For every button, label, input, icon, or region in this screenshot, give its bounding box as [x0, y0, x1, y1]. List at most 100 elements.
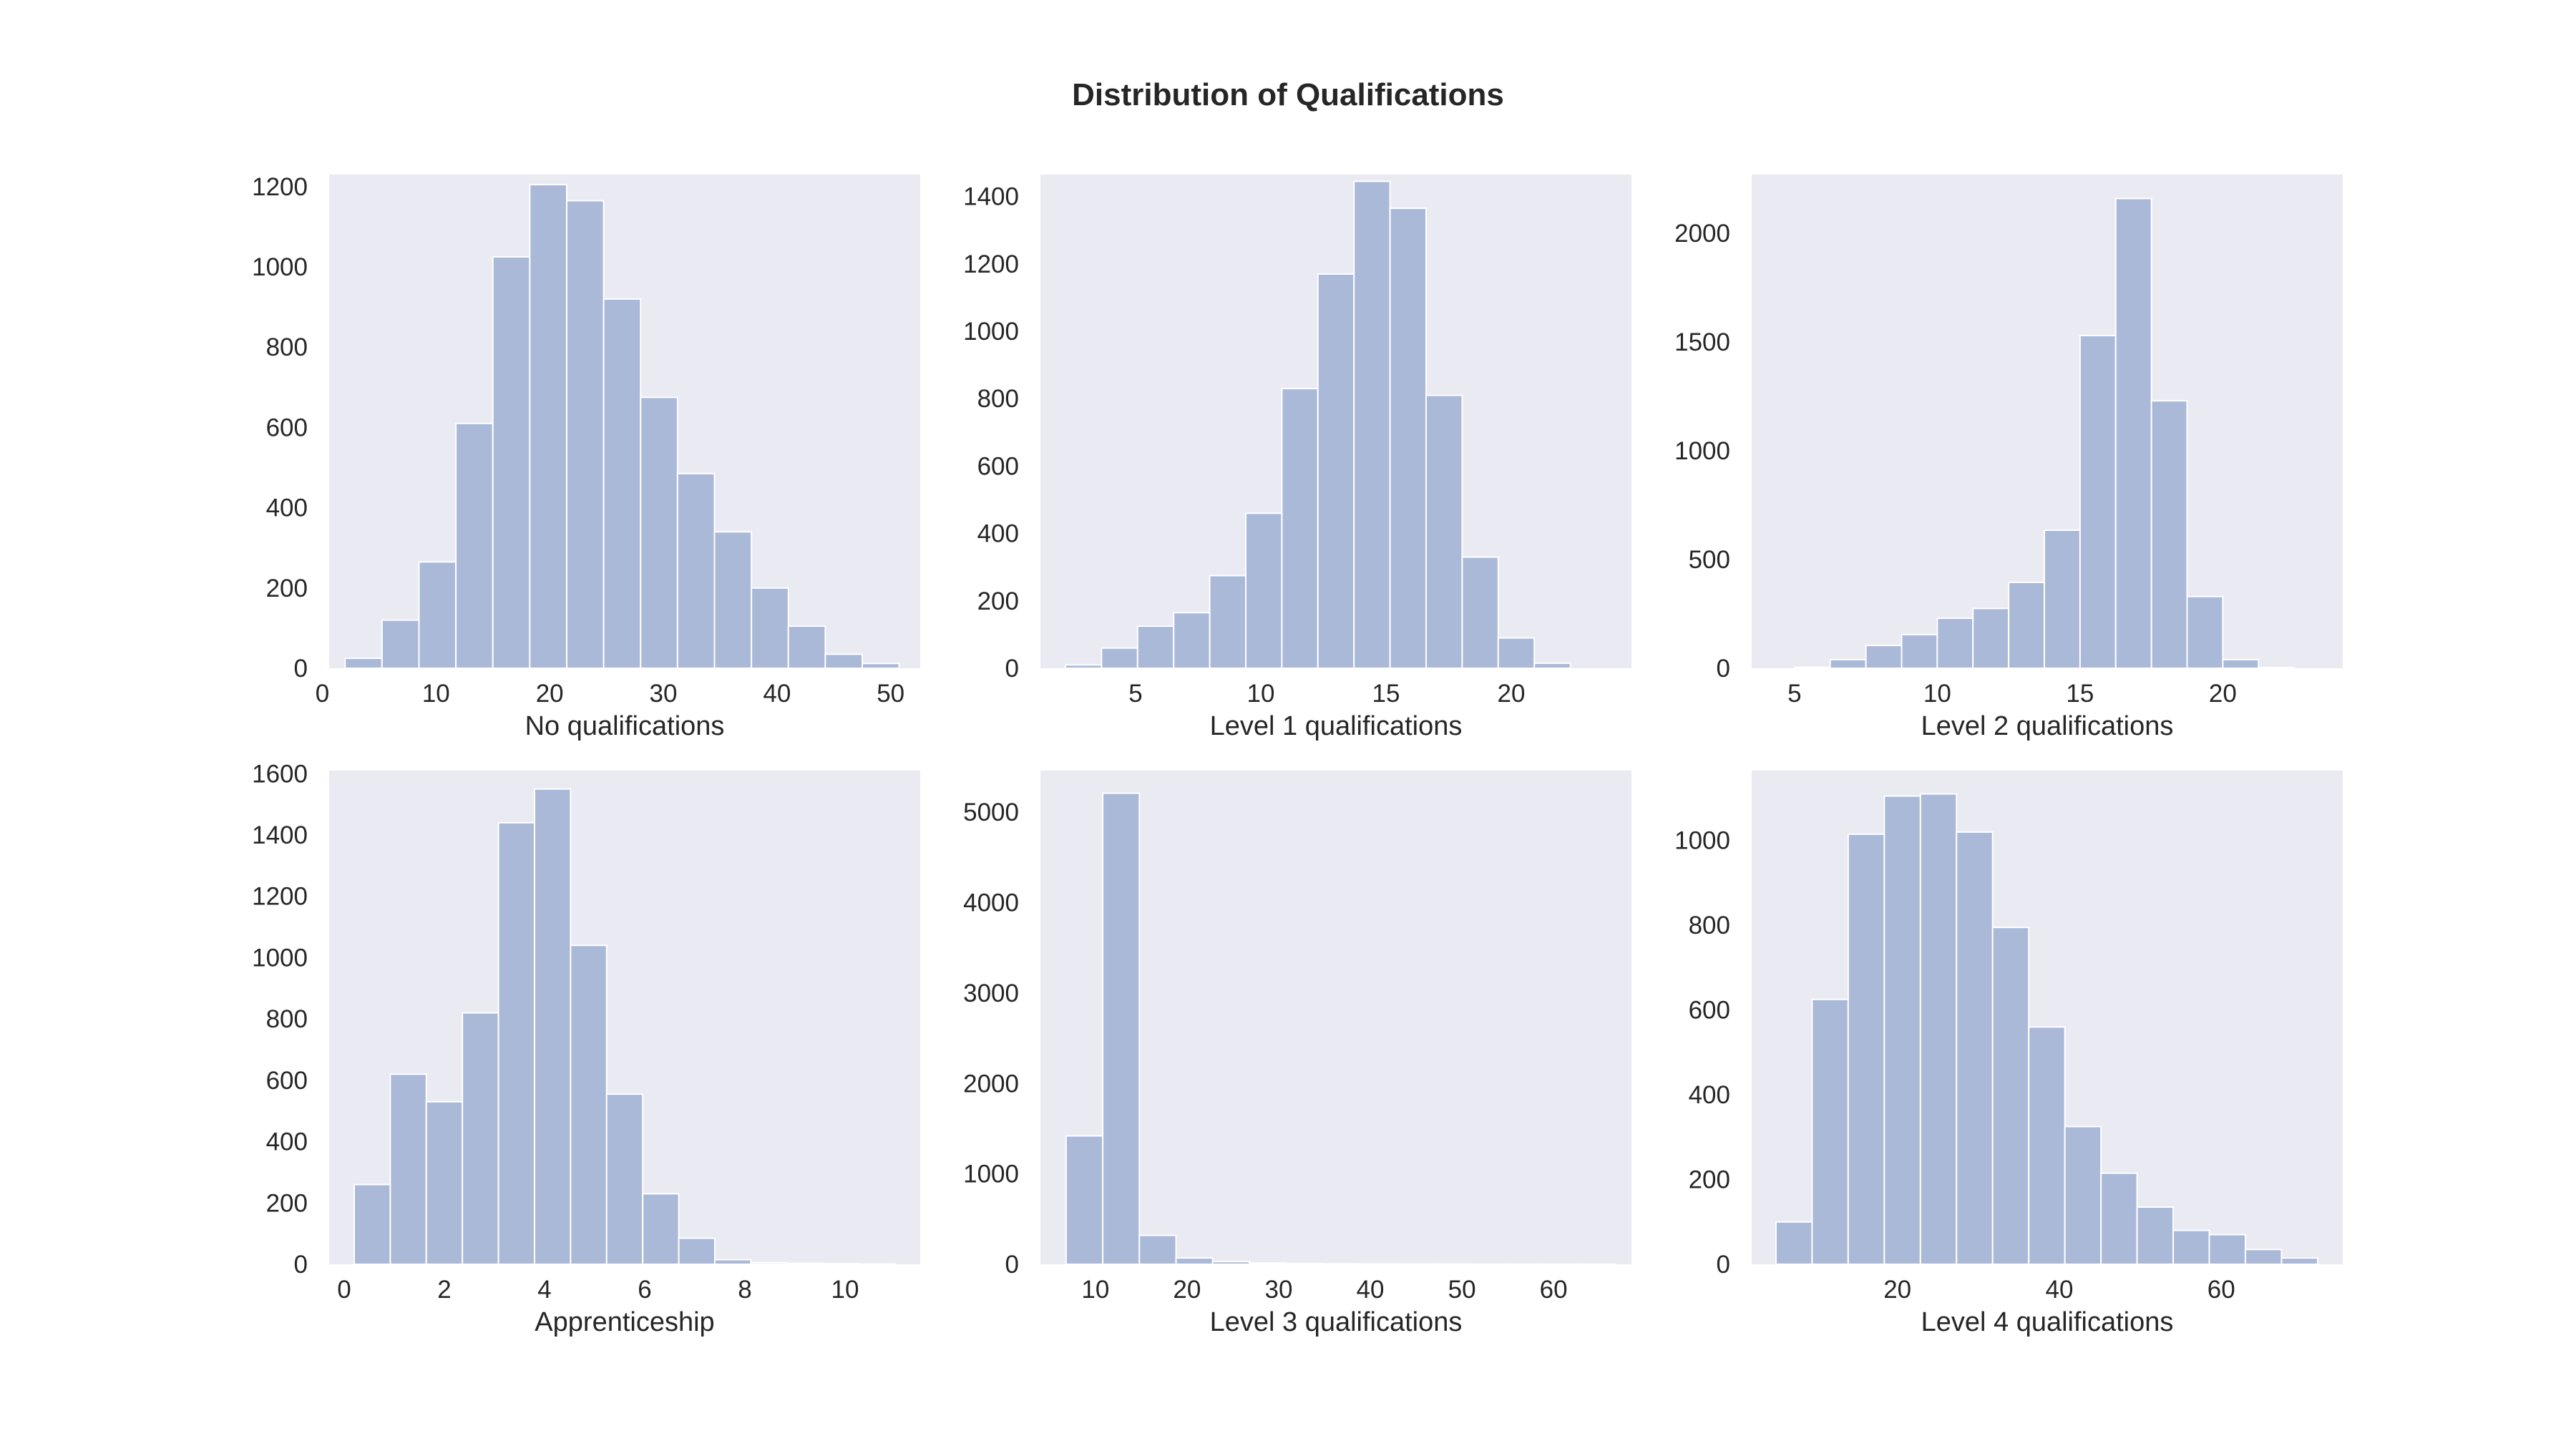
histogram-bar [824, 653, 863, 669]
histogram-bar [2044, 529, 2081, 669]
histogram-bar [678, 1237, 716, 1265]
y-tick-label: 500 [1689, 546, 1730, 574]
y-tick-label: 0 [1005, 655, 1019, 683]
y-tick-label: 600 [1689, 997, 1730, 1025]
histogram-bar [425, 1100, 464, 1266]
y-tick-label: 800 [266, 1005, 308, 1033]
x-tick-label: 60 [2207, 1276, 2235, 1304]
y-tick-label: 600 [977, 452, 1019, 480]
histogram-bar [1883, 795, 1921, 1265]
x-axis-label: Apprenticeship [535, 1307, 714, 1337]
y-tick-label: 800 [1689, 912, 1730, 939]
x-tick-label: 5 [1128, 680, 1142, 708]
histogram-bar [2208, 1234, 2246, 1265]
y-tick-label: 400 [266, 1128, 308, 1156]
histogram-bar [602, 298, 642, 669]
histogram-bar [1136, 625, 1175, 669]
y-tick-label: 0 [294, 1251, 308, 1279]
histogram-bar [676, 472, 716, 669]
histogram-bar [492, 256, 531, 669]
histogram-bar [1281, 388, 1319, 669]
x-tick-label: 20 [2209, 680, 2237, 708]
histogram-bar [455, 422, 494, 669]
y-tick-label: 1000 [252, 253, 308, 281]
histogram-panel: 0 10 20 30 40 50 0 200 400 600 800 1000 1200 No quali… [252, 173, 920, 741]
histogram-bar [2079, 334, 2117, 669]
x-tick-label: 50 [877, 680, 904, 708]
histogram-bar [1317, 273, 1355, 670]
histogram-bar [787, 625, 826, 669]
histogram-bar [861, 663, 900, 670]
histogram-bar [1919, 793, 1958, 1265]
x-tick-label: 2 [437, 1276, 451, 1304]
y-tick-label: 0 [294, 655, 308, 683]
histogram-bar [1533, 662, 1571, 670]
x-tick-label: 8 [738, 1276, 751, 1304]
x-tick-label: 10 [422, 680, 450, 708]
x-tick-label: 15 [2066, 680, 2094, 708]
y-tick-label: 1600 [252, 760, 308, 788]
histogram-panel: 10 20 30 40 50 60 0 1000 2000 3000 4000 5000 Level 3… [963, 771, 1631, 1337]
histogram-bar [2136, 1206, 2175, 1266]
histogram-bar [2028, 1026, 2066, 1265]
x-axis-label: Level 3 qualifications [1210, 1307, 1463, 1337]
y-tick-label: 1000 [252, 944, 308, 972]
histogram-bar [642, 1193, 680, 1266]
y-tick-label: 200 [266, 1189, 308, 1217]
x-axis-label: No qualifications [525, 711, 725, 741]
histogram-bar [1829, 658, 1867, 670]
histogram-bar [2100, 1172, 2138, 1265]
y-tick-label: 1400 [252, 821, 308, 849]
y-tick-label: 800 [977, 385, 1019, 413]
histogram-bar [353, 1183, 391, 1265]
x-tick-label: 0 [316, 680, 329, 708]
histogram-bar [2064, 1125, 2102, 1266]
x-tick-label: 10 [1081, 1276, 1109, 1304]
x-tick-label: 10 [1923, 680, 1951, 708]
figure-title: Distribution of Qualifications [1072, 77, 1504, 112]
x-axis-label: Level 1 qualifications [1210, 711, 1463, 741]
y-tick-label: 2000 [963, 1070, 1019, 1098]
histogram-bar [1209, 575, 1246, 670]
histogram-bar [1936, 617, 1974, 670]
y-tick-label: 1200 [963, 250, 1019, 278]
x-tick-label: 40 [2046, 1276, 2074, 1304]
histogram-bar [640, 396, 678, 670]
histogram-bar [1497, 637, 1536, 669]
x-tick-label: 20 [1498, 680, 1526, 708]
y-tick-label: 1200 [252, 173, 308, 201]
x-tick-label: 6 [638, 1276, 651, 1304]
histogram-bar [750, 1261, 788, 1266]
x-tick-label: 0 [337, 1276, 351, 1304]
histogram-bar [570, 944, 608, 1266]
histogram-bar [605, 1093, 644, 1265]
histogram-bar [2172, 1229, 2210, 1266]
histogram-bar [1245, 512, 1283, 670]
histogram-bar [2186, 595, 2224, 670]
y-tick-label: 800 [266, 333, 308, 361]
histogram-bar [1425, 394, 1463, 669]
y-tick-label: 400 [1689, 1081, 1730, 1109]
histogram-bar [2114, 197, 2152, 670]
y-tick-label: 4000 [963, 889, 1019, 917]
histogram-bar [2150, 400, 2188, 669]
y-tick-label: 1200 [252, 883, 308, 911]
histogram-bar [1175, 1257, 1214, 1265]
histogram-bar [1991, 927, 2030, 1265]
histogram-panel: 5 10 15 20 0 500 1000 1500 2000 Level 2 qualifica… [1674, 175, 2343, 741]
histogram-bar [529, 184, 567, 669]
histogram-bar [1972, 607, 2010, 669]
x-axis-label: Level 4 qualifications [1921, 1307, 2174, 1337]
y-tick-label: 5000 [963, 798, 1019, 826]
y-tick-label: 1000 [963, 318, 1019, 346]
x-tick-label: 10 [831, 1276, 859, 1304]
histogram-bar [714, 1259, 752, 1265]
y-tick-label: 1000 [963, 1161, 1019, 1188]
x-tick-label: 30 [1264, 1276, 1292, 1304]
histogram-bar [1461, 556, 1499, 669]
x-tick-label: 20 [536, 680, 564, 708]
histogram-bar [344, 657, 383, 669]
y-tick-label: 1000 [1674, 437, 1730, 465]
